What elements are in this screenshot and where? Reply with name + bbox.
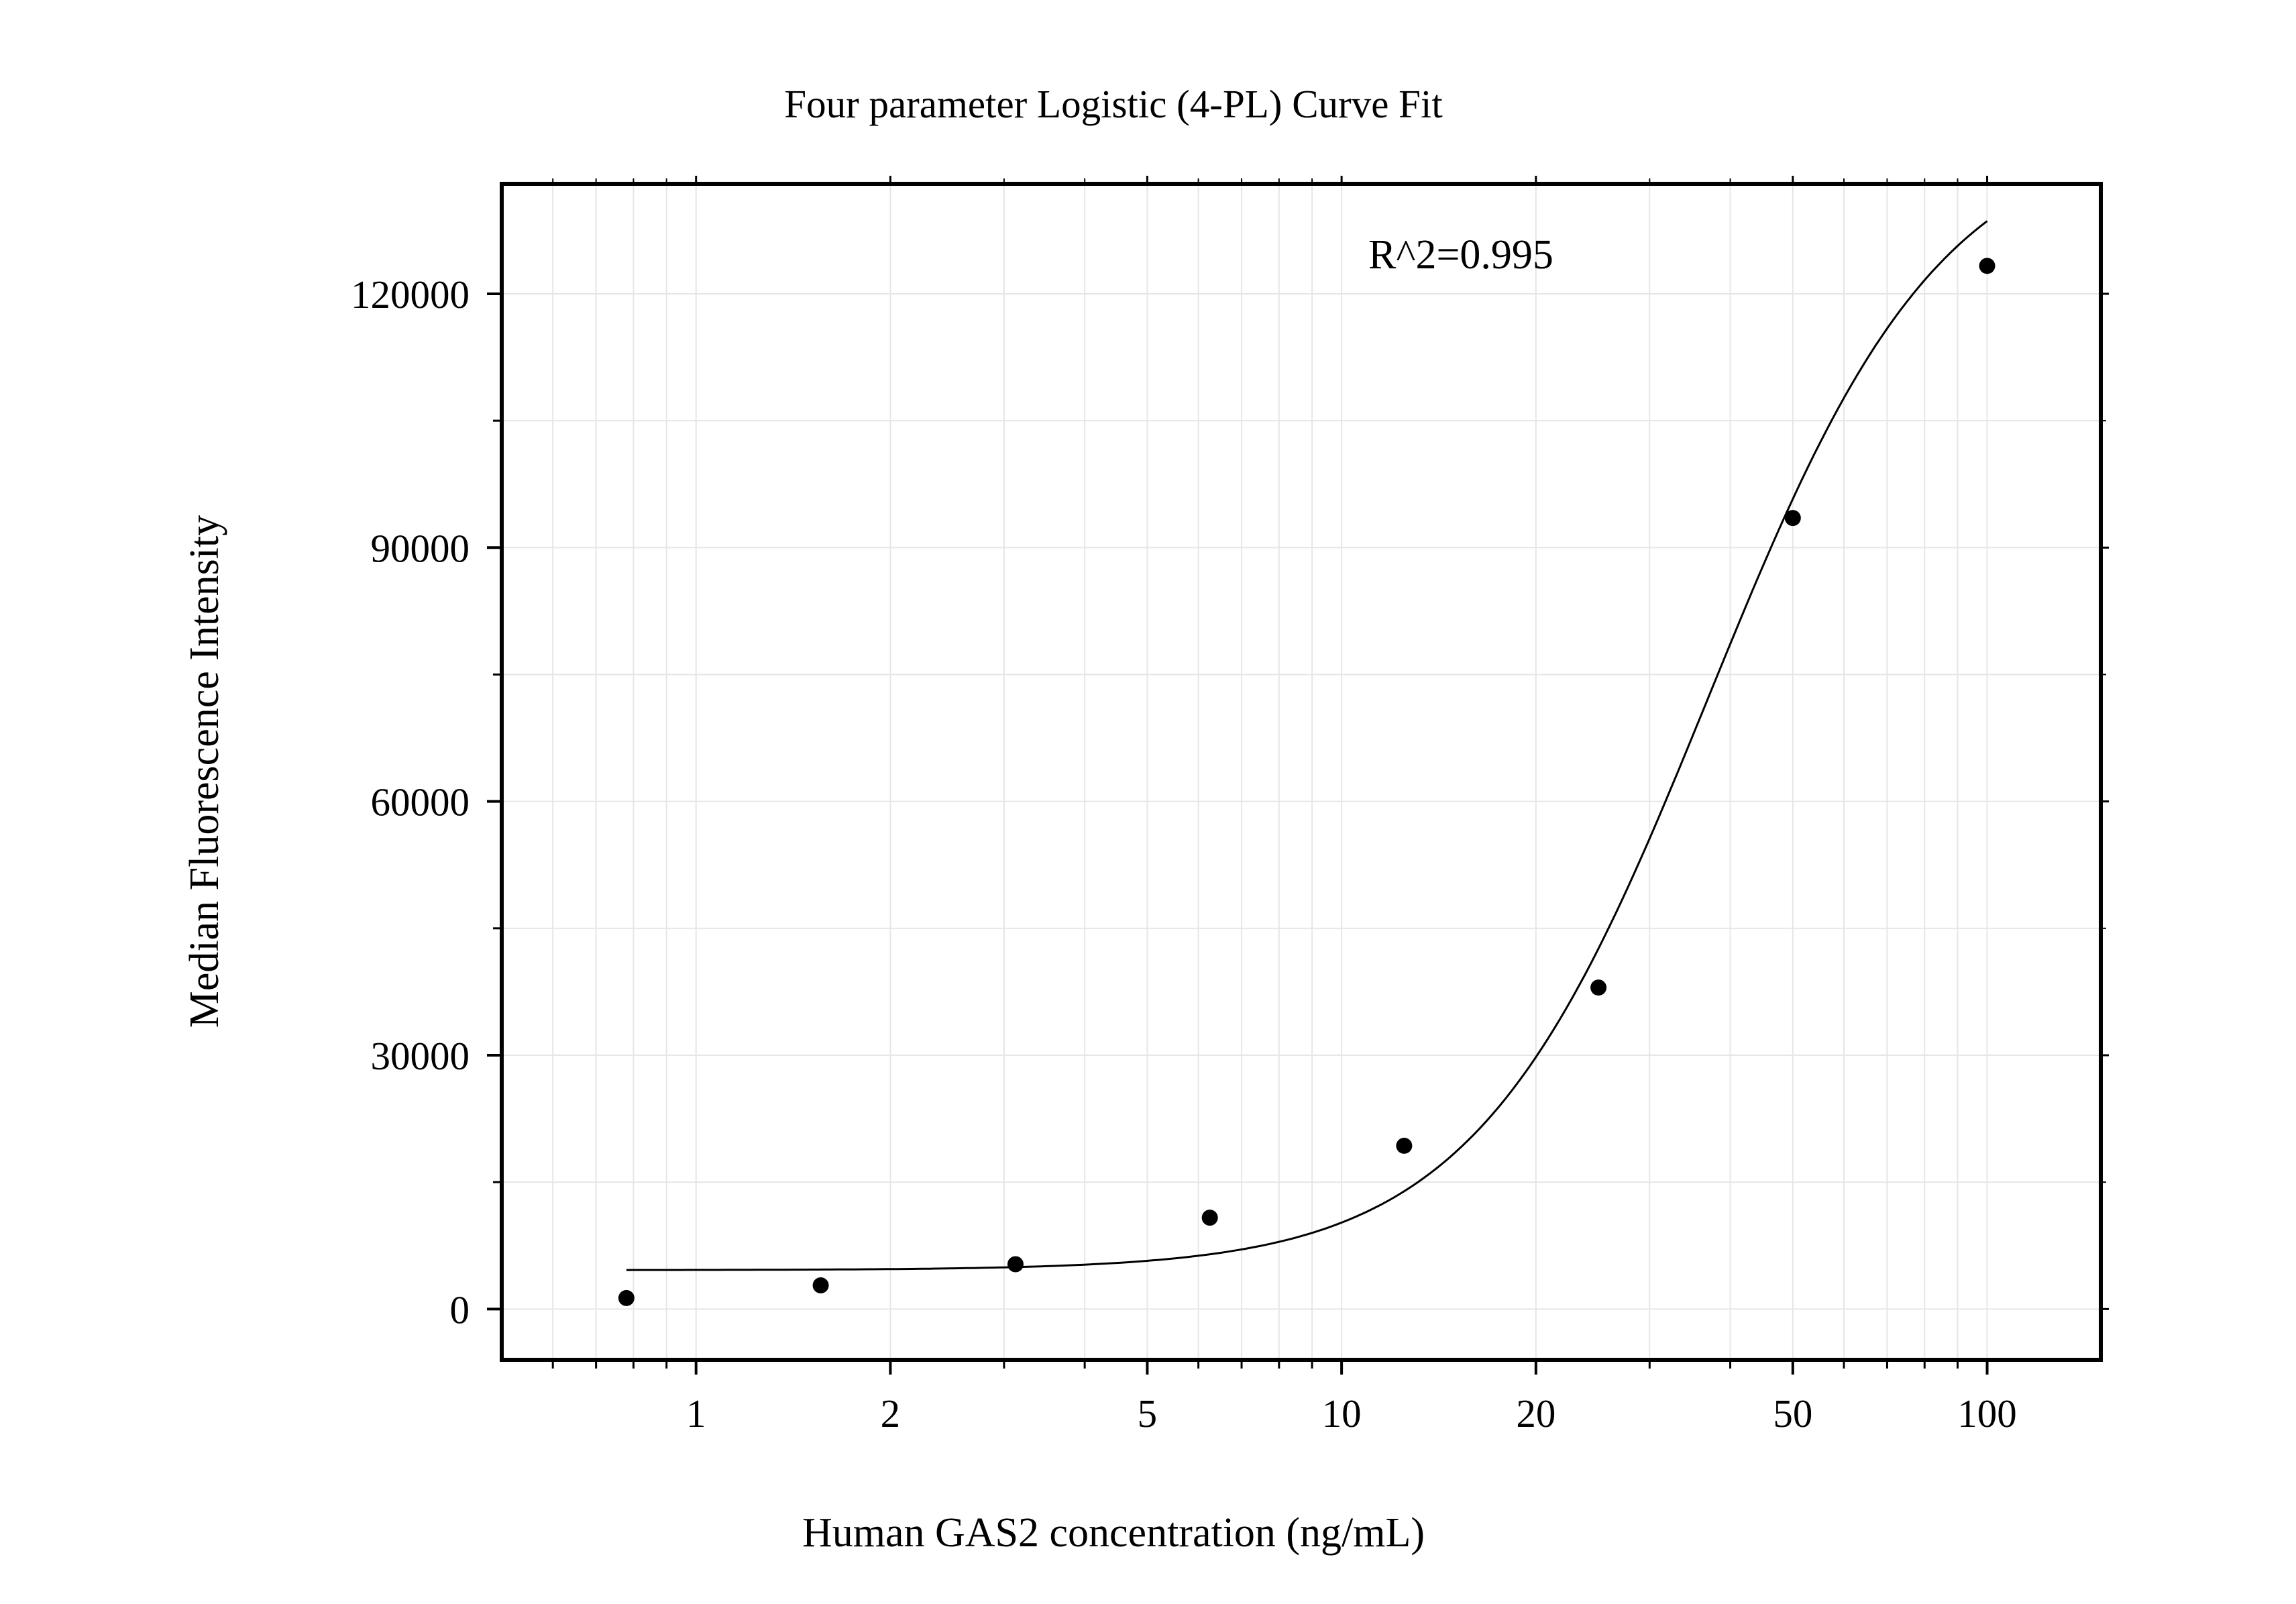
y-tick-label: 120000 <box>351 272 470 317</box>
x-axis-label: Human GAS2 concentration (ng/mL) <box>802 1510 1425 1556</box>
data-point <box>618 1289 635 1306</box>
axes: 1 2 5 10 20 50 100 0 30000 60000 90000 120000 <box>351 176 2109 1436</box>
x-tick-label: 100 <box>1957 1391 2017 1436</box>
chart-title: Four parameter Logistic (4-PL) Curve Fit <box>784 82 1443 126</box>
data-point <box>1007 1256 1024 1273</box>
y-tick-label: 60000 <box>371 780 470 824</box>
x-tick-label: 10 <box>1322 1391 1362 1436</box>
data-point <box>1201 1210 1218 1226</box>
grid <box>502 184 2101 1360</box>
plot-frame <box>500 182 2103 1362</box>
x-tick-label: 2 <box>881 1391 901 1436</box>
r-squared-annotation: R^2=0.995 <box>1368 232 1553 278</box>
data-point <box>1396 1137 1413 1154</box>
x-tick-label: 50 <box>1773 1391 1812 1436</box>
y-tick-label: 0 <box>450 1287 470 1332</box>
fit-curve <box>626 220 1988 1271</box>
data-point <box>812 1277 829 1294</box>
data-point <box>1784 510 1801 527</box>
x-tick-label: 1 <box>686 1391 706 1436</box>
y-tick-label: 90000 <box>371 526 470 570</box>
y-tick-label: 30000 <box>371 1034 470 1078</box>
data-point <box>1590 979 1607 996</box>
plot-area <box>618 220 1996 1306</box>
y-axis-label: Median Fluorescence Intensity <box>182 515 227 1028</box>
x-tick-label: 20 <box>1516 1391 1555 1436</box>
x-tick-label: 5 <box>1138 1391 1158 1436</box>
data-point <box>1979 258 1996 274</box>
